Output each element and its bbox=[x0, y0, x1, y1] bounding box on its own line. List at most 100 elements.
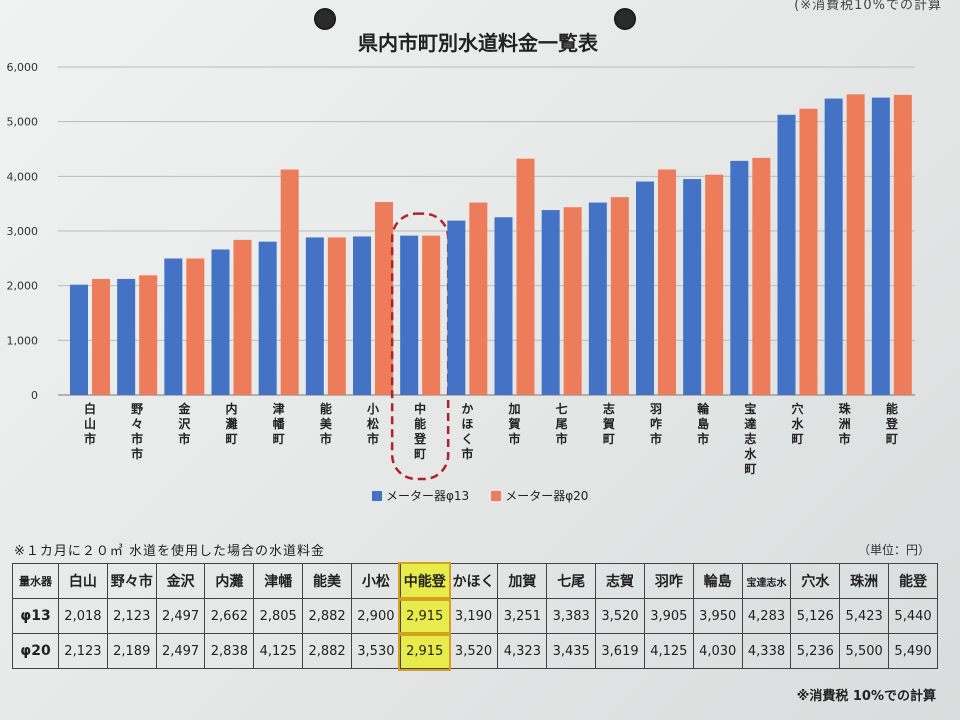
legend-swatch bbox=[491, 490, 502, 501]
bar-phi20 bbox=[658, 169, 676, 395]
table-body: φ13 2,018 2,123 2,497 2,662 2,805 2,882 2,900 2,… bbox=[12, 596, 938, 671]
table-cell: 2,915 bbox=[398, 631, 452, 671]
bar-phi13 bbox=[353, 236, 371, 395]
column-header: 輪島 bbox=[692, 563, 743, 599]
x-tick-char: ほ bbox=[461, 417, 473, 431]
table-cell: 2,497 bbox=[155, 598, 206, 634]
bar-phi13 bbox=[70, 284, 88, 395]
tax-note: ※消費税 10%での計算 bbox=[796, 689, 936, 704]
unit-note: （単位：円） bbox=[857, 543, 930, 557]
x-tick-char: 内 bbox=[225, 401, 237, 416]
x-tick-char: 町 bbox=[225, 432, 237, 446]
y-tick-label: 2,000 bbox=[7, 280, 39, 293]
table-cell: 5,423 bbox=[839, 598, 890, 634]
bar-phi20 bbox=[610, 197, 629, 395]
chart-title: 県内市町別水道料金一覧表 bbox=[358, 31, 599, 55]
x-tick-char: 松 bbox=[367, 416, 379, 431]
x-tick-char: 能 bbox=[886, 401, 898, 416]
y-tick-label: 1,000 bbox=[7, 334, 39, 347]
bar-phi20 bbox=[846, 94, 865, 395]
x-tick-char: 賀 bbox=[507, 416, 520, 431]
bar-phi20 bbox=[139, 275, 158, 395]
table-cell: 4,030 bbox=[692, 633, 743, 669]
y-tick-label: 6,000 bbox=[7, 61, 39, 74]
x-tick-char: 山 bbox=[84, 416, 96, 431]
column-header: 加賀 bbox=[497, 563, 548, 599]
highlight-ring bbox=[390, 212, 450, 481]
bar-phi20 bbox=[563, 207, 582, 395]
x-tick-char: 咋 bbox=[650, 416, 662, 431]
column-header: 七尾 bbox=[546, 563, 597, 599]
x-tick-char: 中 bbox=[414, 401, 426, 416]
corner-note: (※消費税10%での計算 bbox=[794, 0, 942, 13]
bar-phi13 bbox=[447, 220, 466, 395]
punch-hole bbox=[314, 8, 336, 30]
bar-phi13 bbox=[400, 235, 419, 395]
bar-phi20 bbox=[516, 158, 535, 395]
x-tick-char: 市 bbox=[508, 431, 520, 446]
table-cell: 5,490 bbox=[888, 633, 938, 669]
x-tick-char: 市 bbox=[131, 446, 143, 461]
table-cell: 4,125 bbox=[253, 633, 304, 669]
bar-chart: 県内市町別水道料金一覧表 0 1,000 2,000 3,000 4,000 5,000 6,… bbox=[7, 31, 915, 481]
bar-phi20 bbox=[327, 237, 346, 395]
x-tick-char: か bbox=[461, 402, 473, 416]
bar-phi20 bbox=[752, 157, 771, 395]
table-cell: 2,882 bbox=[302, 633, 352, 669]
table-cell: 3,435 bbox=[546, 633, 597, 669]
x-tick-char: 町 bbox=[603, 432, 615, 446]
bar-phi13 bbox=[305, 237, 324, 395]
x-tick-char: 能 bbox=[414, 416, 426, 431]
bar-phi20 bbox=[233, 239, 252, 395]
x-tick-char: 町 bbox=[273, 432, 285, 446]
row-label: φ13 bbox=[12, 598, 59, 634]
x-tick-char: 島 bbox=[697, 416, 709, 431]
bar-phi13 bbox=[588, 202, 607, 395]
x-tick-char: 町 bbox=[744, 462, 756, 476]
bar-phi13 bbox=[871, 97, 890, 395]
x-tick-char: 能 bbox=[320, 401, 332, 416]
table-cell: 3,905 bbox=[643, 598, 694, 634]
x-tick-char: 金 bbox=[177, 401, 191, 416]
x-tick-char: 七 bbox=[556, 402, 568, 416]
x-tick-char: 珠 bbox=[839, 401, 852, 416]
table-cell: 2,882 bbox=[302, 598, 352, 634]
table-cell: 2,123 bbox=[58, 633, 108, 669]
legend-label: メーター器φ13 bbox=[386, 489, 470, 503]
column-header: 白山 bbox=[58, 563, 108, 599]
table-cell: 3,530 bbox=[350, 633, 401, 669]
x-tick-char: 加 bbox=[507, 401, 520, 416]
bar-phi20 bbox=[92, 278, 110, 395]
table-cell: 4,125 bbox=[643, 633, 694, 669]
x-tick-char: 小 bbox=[367, 401, 379, 416]
x-tick-char: 市 bbox=[650, 431, 662, 446]
x-tick-char: 尾 bbox=[556, 417, 568, 431]
x-tick-char: 水 bbox=[791, 416, 804, 431]
y-tick-label: 5,000 bbox=[7, 116, 39, 129]
bar-phi13 bbox=[164, 258, 183, 395]
chart-legend: メーター器φ13 メーター器φ20 bbox=[372, 487, 588, 504]
x-tick-char: 市 bbox=[320, 431, 332, 446]
punch-hole bbox=[614, 8, 636, 30]
column-header: 能登 bbox=[888, 563, 938, 599]
bar-phi13 bbox=[824, 98, 843, 395]
bar-phi13 bbox=[258, 241, 277, 395]
bar-phi13 bbox=[541, 210, 560, 395]
table-header-row: 量水器 白山 野々市 金沢 内灘 津幡 能美 小松 中能登 かほく 加賀 七尾 志賀 羽咋 輪島 宝達志水穴… bbox=[12, 561, 938, 601]
x-tick-char: 水 bbox=[744, 446, 757, 461]
table-cell: 3,520 bbox=[595, 598, 645, 634]
x-tick-char: 宝 bbox=[744, 401, 756, 416]
bar-phi20 bbox=[280, 169, 299, 395]
table-cell: 2,900 bbox=[350, 598, 401, 634]
x-tick-char: 羽 bbox=[650, 402, 662, 416]
x-tick-char: 洲 bbox=[839, 417, 851, 431]
x-tick-char: 志 bbox=[603, 401, 615, 416]
bar-phi13 bbox=[730, 160, 749, 395]
legend-item-phi13: メーター器φ13 bbox=[372, 487, 469, 504]
bar-phi13 bbox=[494, 217, 513, 395]
y-tick-label: 4,000 bbox=[7, 170, 39, 183]
x-tick-char: 白 bbox=[84, 401, 96, 416]
x-tick-char: 町 bbox=[886, 432, 898, 446]
column-header: 金沢 bbox=[155, 563, 206, 599]
table-cell: 2,662 bbox=[204, 598, 255, 634]
